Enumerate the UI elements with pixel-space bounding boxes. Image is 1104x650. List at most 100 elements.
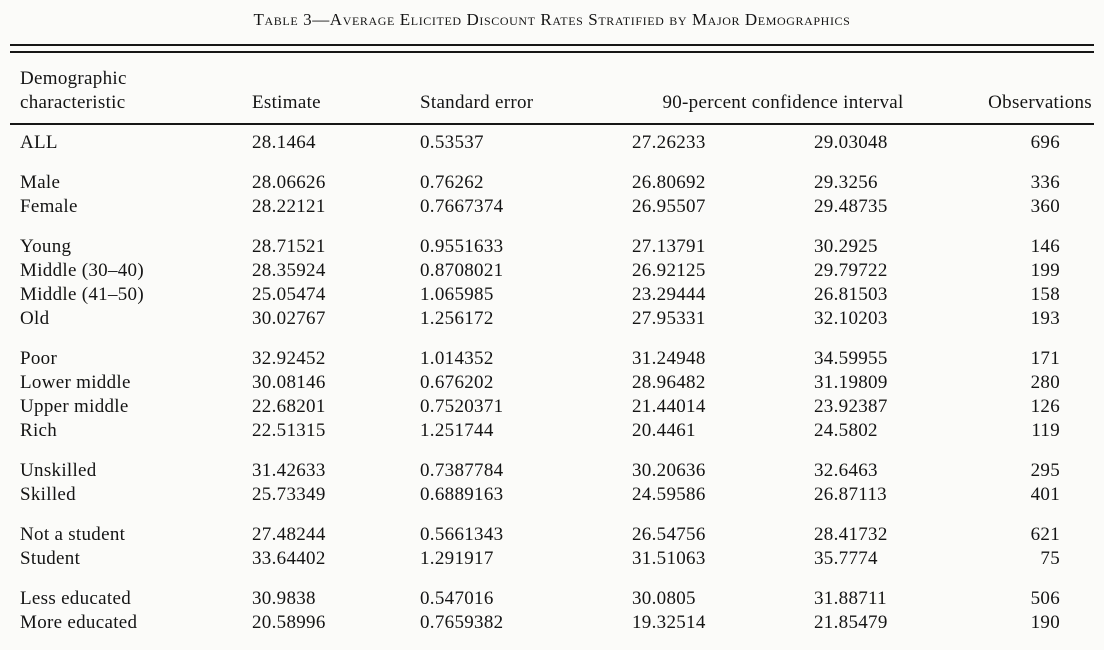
demographics-table: Demographic characteristic Estimate Stan… xyxy=(10,53,1095,635)
table-row-all: ALL 28.1464 0.53537 27.26233 29.03048 69… xyxy=(10,124,1094,155)
ci-lower-value: 20.4461 xyxy=(632,419,696,441)
ci-upper-value: 35.7774 xyxy=(814,547,878,569)
table-row-middle-30-40: Middle (30–40) 28.35924 0.8708021 26.921… xyxy=(10,259,1094,283)
group-spacer xyxy=(10,219,1094,235)
estimate-value: 30.02767 xyxy=(252,307,326,329)
observations-value: 295 xyxy=(1030,459,1061,481)
ci-lower-value: 26.95507 xyxy=(632,195,706,217)
ci-lower-value: 28.96482 xyxy=(632,371,706,393)
ci-upper-value: 23.92387 xyxy=(814,395,888,417)
header-row: Demographic characteristic Estimate Stan… xyxy=(10,53,1095,125)
ci-upper-value: 31.19809 xyxy=(814,371,888,393)
standard-error-value: 0.6889163 xyxy=(420,483,504,505)
table-row-student: Student 33.64402 1.291917 31.51063 35.77… xyxy=(10,547,1094,571)
observations-value: 360 xyxy=(1030,195,1061,217)
observations-value: 126 xyxy=(1030,395,1061,417)
demographic-label: Lower middle xyxy=(20,371,131,393)
ci-lower-value: 26.92125 xyxy=(632,259,706,281)
ci-upper-value: 29.03048 xyxy=(814,131,888,153)
ci-upper-value: 32.6463 xyxy=(814,459,878,481)
observations-value: 171 xyxy=(1030,347,1061,369)
group-spacer xyxy=(10,507,1094,523)
observations-value: 696 xyxy=(1030,131,1061,153)
column-header-confidence-interval: 90-percent confidence interval xyxy=(632,53,981,125)
ci-upper-value: 28.41732 xyxy=(814,523,888,545)
observations-value: 280 xyxy=(1030,371,1061,393)
ci-upper-value: 24.5802 xyxy=(814,419,878,441)
ci-lower-value: 31.24948 xyxy=(632,347,706,369)
ci-lower-value: 27.13791 xyxy=(632,235,706,257)
standard-error-value: 1.251744 xyxy=(420,419,494,441)
estimate-value: 28.22121 xyxy=(252,195,326,217)
estimate-value: 22.51315 xyxy=(252,419,326,441)
ci-lower-value: 30.0805 xyxy=(632,587,696,609)
table-row-middle-41-50: Middle (41–50) 25.05474 1.065985 23.2944… xyxy=(10,283,1094,307)
ci-lower-value: 26.54756 xyxy=(632,523,706,545)
estimate-value: 32.92452 xyxy=(252,347,326,369)
table-row-upper-middle: Upper middle 22.68201 0.7520371 21.44014… xyxy=(10,395,1094,419)
standard-error-value: 0.9551633 xyxy=(420,235,504,257)
estimate-value: 25.73349 xyxy=(252,483,326,505)
ci-upper-value: 29.48735 xyxy=(814,195,888,217)
ci-upper-value: 21.85479 xyxy=(814,611,888,633)
observations-value: 401 xyxy=(1030,483,1061,505)
ci-lower-value: 30.20636 xyxy=(632,459,706,481)
group-spacer xyxy=(10,155,1094,171)
ci-lower-value: 19.32514 xyxy=(632,611,706,633)
estimate-value: 28.35924 xyxy=(252,259,326,281)
table-row-young: Young 28.71521 0.9551633 27.13791 30.292… xyxy=(10,235,1094,259)
table-row-more-educated: More educated 20.58996 0.7659382 19.3251… xyxy=(10,611,1094,635)
estimate-value: 25.05474 xyxy=(252,283,326,305)
ci-lower-value: 23.29444 xyxy=(632,283,706,305)
observations-value: 336 xyxy=(1030,171,1061,193)
demographic-label: Unskilled xyxy=(20,459,97,481)
table-row-less-educated: Less educated 30.9838 0.547016 30.0805 3… xyxy=(10,587,1094,611)
ci-upper-value: 32.10203 xyxy=(814,307,888,329)
column-header-observations: Observations xyxy=(980,53,1095,125)
standard-error-value: 0.8708021 xyxy=(420,259,504,281)
ci-upper-value: 26.87113 xyxy=(814,483,887,505)
demographic-label: Middle (41–50) xyxy=(20,283,144,305)
ci-lower-value: 24.59586 xyxy=(632,483,706,505)
estimate-value: 27.48244 xyxy=(252,523,326,545)
table-body: ALL 28.1464 0.53537 27.26233 29.03048 69… xyxy=(10,124,1094,635)
group-spacer xyxy=(10,571,1094,587)
observations-value: 506 xyxy=(1030,587,1061,609)
ci-lower-value: 21.44014 xyxy=(632,395,706,417)
estimate-value: 20.58996 xyxy=(252,611,326,633)
estimate-value: 28.06626 xyxy=(252,171,326,193)
demographic-label: Skilled xyxy=(20,483,76,505)
column-header-estimate: Estimate xyxy=(252,53,420,125)
demographic-label: Poor xyxy=(20,347,58,369)
estimate-value: 22.68201 xyxy=(252,395,326,417)
standard-error-value: 0.547016 xyxy=(420,587,494,609)
observations-value: 190 xyxy=(1030,611,1061,633)
demographic-label: Less educated xyxy=(20,587,131,609)
standard-error-value: 1.014352 xyxy=(420,347,494,369)
ci-upper-value: 26.81503 xyxy=(814,283,888,305)
demographic-label: More educated xyxy=(20,611,138,633)
standard-error-value: 0.5661343 xyxy=(420,523,504,545)
standard-error-value: 0.7520371 xyxy=(420,395,504,417)
standard-error-value: 1.291917 xyxy=(420,547,494,569)
standard-error-value: 0.76262 xyxy=(420,171,484,193)
observations-value: 75 xyxy=(1040,547,1061,569)
column-header-demographic-line1: Demographic xyxy=(20,68,127,89)
estimate-value: 28.1464 xyxy=(252,131,316,153)
table-title: Table 3—Average Elicited Discount Rates … xyxy=(253,10,851,29)
estimate-value: 28.71521 xyxy=(252,235,326,257)
table-row-female: Female 28.22121 0.7667374 26.95507 29.48… xyxy=(10,195,1094,219)
ci-lower-value: 31.51063 xyxy=(632,547,706,569)
ci-upper-value: 29.79722 xyxy=(814,259,888,281)
demographic-label: ALL xyxy=(20,131,58,153)
ci-lower-value: 27.26233 xyxy=(632,131,706,153)
demographic-label: Student xyxy=(20,547,81,569)
table-row-unskilled: Unskilled 31.42633 0.7387784 30.20636 32… xyxy=(10,459,1094,483)
estimate-value: 30.9838 xyxy=(252,587,316,609)
ci-upper-value: 34.59955 xyxy=(814,347,888,369)
observations-value: 146 xyxy=(1030,235,1061,257)
estimate-value: 30.08146 xyxy=(252,371,326,393)
demographic-label: Young xyxy=(20,235,72,257)
table-row-old: Old 30.02767 1.256172 27.95331 32.10203 … xyxy=(10,307,1094,331)
